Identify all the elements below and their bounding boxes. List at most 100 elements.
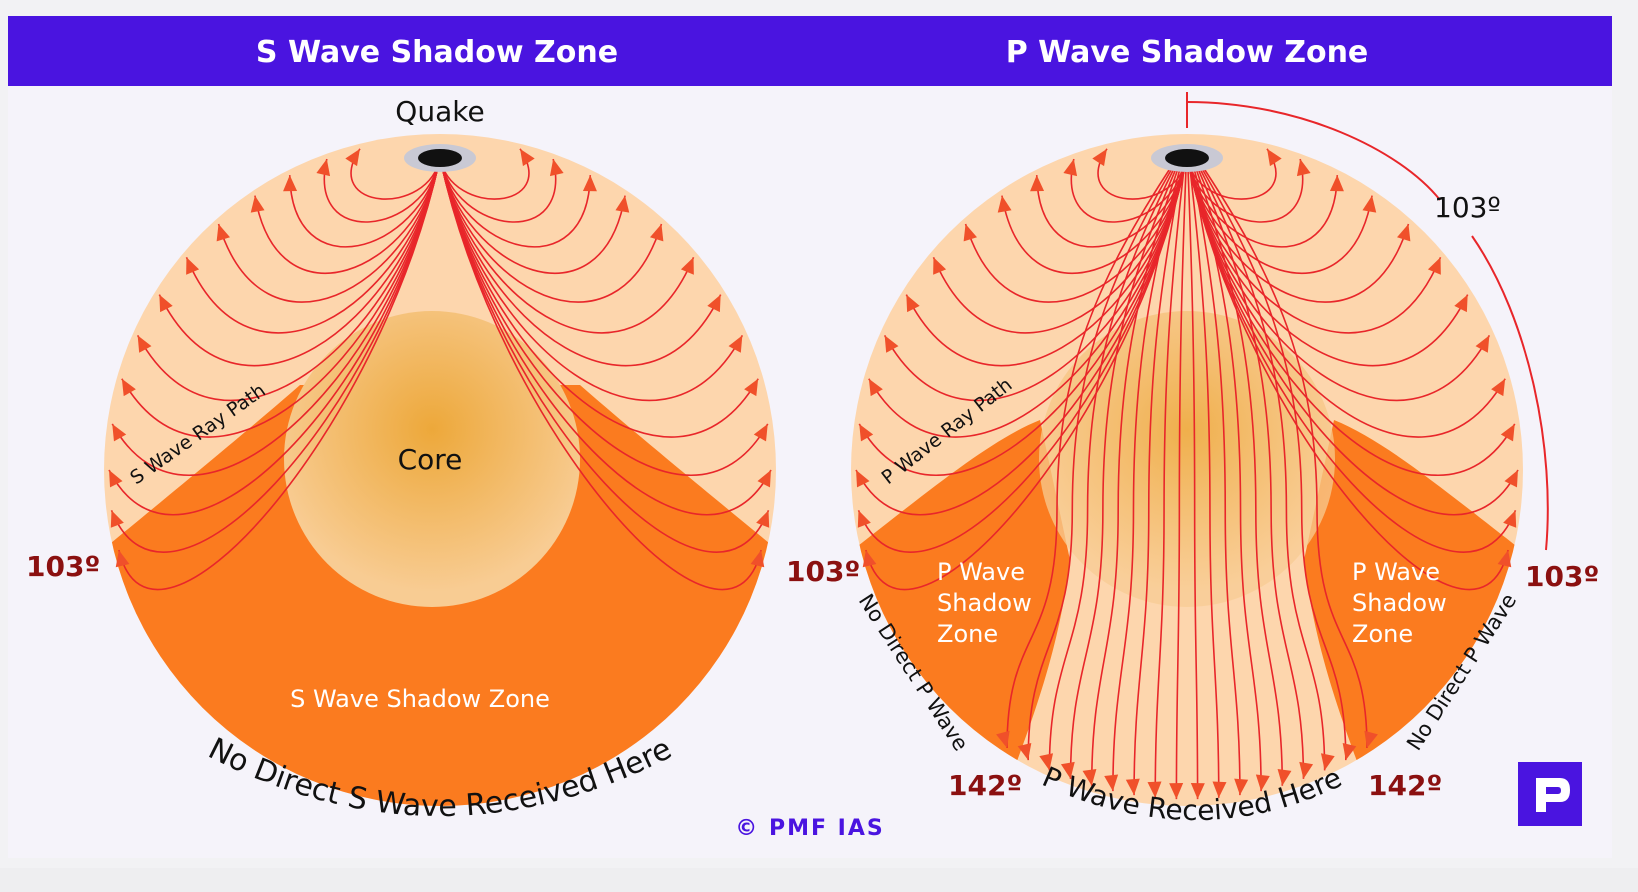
pmf-logo-icon <box>1518 762 1582 826</box>
ray-r1-arrowhead <box>549 158 564 177</box>
p-wave-core <box>1039 311 1335 607</box>
ray-r0-arrowhead <box>1267 148 1282 167</box>
ray-l3 <box>254 157 441 274</box>
ray-r8-arrowhead <box>744 378 759 397</box>
ray-l10-arrowhead <box>109 470 123 488</box>
ray-l11 <box>857 157 1188 553</box>
ray-r11-arrowhead <box>756 510 770 528</box>
ray-l9-arrowhead <box>112 423 127 442</box>
ray-r12 <box>439 157 762 591</box>
p-shadow-left-line2: Shadow <box>937 589 1032 617</box>
core-ray-12 <box>1190 157 1262 792</box>
ray-r11 <box>1186 157 1517 553</box>
s-wave-earth <box>104 134 776 806</box>
core-ray-5 <box>1112 157 1184 792</box>
ray-r2-arrowhead <box>1329 175 1344 192</box>
ray-l6 <box>905 157 1188 367</box>
ray-l2 <box>288 157 441 248</box>
ray-r1 <box>439 157 557 223</box>
s-wave-shadow-zone-label: S Wave Shadow Zone <box>290 685 550 713</box>
core-ray-2 <box>1048 157 1181 771</box>
ray-l6 <box>158 157 441 367</box>
ray-r6-arrowhead <box>1454 294 1468 313</box>
ray-r7-arrowhead <box>1475 335 1490 353</box>
p-wave-rays <box>855 148 1519 800</box>
ray-l12 <box>865 157 1188 591</box>
core-ray-8 <box>1175 157 1188 800</box>
core-ray-5-arrowhead <box>1104 774 1119 792</box>
core-ray-7 <box>1154 157 1187 798</box>
ray-l5 <box>185 157 441 334</box>
ray-l7-arrowhead <box>884 335 899 353</box>
ray-l9 <box>111 157 441 476</box>
ray-r0 <box>439 148 530 200</box>
core-ray-0-arrowhead <box>996 730 1010 749</box>
s-wave-shadow-region <box>104 385 776 806</box>
ray-l2-arrowhead <box>283 175 298 192</box>
quake-hole-icon <box>418 149 462 167</box>
ray-l0 <box>350 148 441 200</box>
ray-l3-arrowhead <box>997 195 1012 213</box>
ray-l4-arrowhead <box>216 224 230 242</box>
angle-arc <box>1186 101 1549 551</box>
ray-r10 <box>439 157 772 516</box>
core-ray-1-arrowhead <box>1017 742 1032 761</box>
core-ray-3-arrowhead <box>1060 761 1075 779</box>
ray-r9 <box>1186 157 1516 476</box>
core-ray-7-arrowhead <box>1147 781 1162 798</box>
ray-r7 <box>439 157 744 402</box>
ray-l12-arrowhead <box>115 550 130 568</box>
ray-l6-arrowhead <box>159 294 173 313</box>
ray-r5-arrowhead <box>680 257 694 275</box>
core-ray-10-arrowhead <box>1212 781 1227 798</box>
s-wave-rays <box>108 148 772 591</box>
core-ray-13-arrowhead <box>1277 768 1292 786</box>
ray-r10 <box>1186 157 1519 516</box>
ray-r6 <box>1186 157 1469 367</box>
core-ray-4-arrowhead <box>1082 768 1097 786</box>
ray-r12-arrowhead <box>750 550 765 568</box>
ray-l10 <box>108 157 441 516</box>
ray-r10-arrowhead <box>757 470 771 488</box>
core-ray-4 <box>1090 157 1183 786</box>
p-shadow-left-line3: Zone <box>937 620 998 648</box>
ray-l8 <box>868 157 1188 438</box>
core-ray-9 <box>1186 157 1199 800</box>
core-ray-15 <box>1193 157 1326 771</box>
ray-l7 <box>883 157 1188 402</box>
ray-r4-arrowhead <box>1397 224 1411 242</box>
ray-r4-arrowhead <box>650 224 664 242</box>
core-ray-17 <box>1196 157 1368 749</box>
ray-r7-arrowhead <box>728 335 743 353</box>
ray-l10-arrowhead <box>856 470 870 488</box>
ray-l7 <box>136 157 441 402</box>
core-ray-9-arrowhead <box>1190 783 1205 800</box>
ray-l5-arrowhead <box>186 257 200 275</box>
ray-r12 <box>1186 157 1509 591</box>
ray-l0-arrowhead <box>1092 148 1107 167</box>
core-ray-0 <box>1006 157 1178 749</box>
ray-r11-arrowhead <box>1503 510 1517 528</box>
ray-l8-arrowhead <box>868 378 883 397</box>
p-shadow-right-line3: Zone <box>1352 620 1413 648</box>
core-ray-11-arrowhead <box>1234 778 1249 796</box>
ray-r6-arrowhead <box>707 294 721 313</box>
p-wave-earth <box>851 134 1523 806</box>
right-degree-103-right: 103º <box>1525 560 1599 593</box>
right-header-title: P Wave Shadow Zone <box>1006 35 1369 70</box>
core-ray-6 <box>1133 157 1185 796</box>
core-ray-14 <box>1192 157 1305 779</box>
core-ray-13 <box>1191 157 1284 786</box>
ray-l4 <box>217 157 441 303</box>
ray-l3-arrowhead <box>250 195 265 213</box>
ray-r9-arrowhead <box>753 423 768 442</box>
ray-r3-arrowhead <box>615 195 630 213</box>
left-header-title: S Wave Shadow Zone <box>256 35 618 70</box>
ray-l9-arrowhead <box>859 423 874 442</box>
ray-r2 <box>439 157 592 248</box>
ray-l9 <box>858 157 1188 476</box>
right-degree-142-right: 142º <box>1368 769 1442 802</box>
core-ray-14-arrowhead <box>1299 761 1314 779</box>
ray-r3-arrowhead <box>1362 195 1377 213</box>
